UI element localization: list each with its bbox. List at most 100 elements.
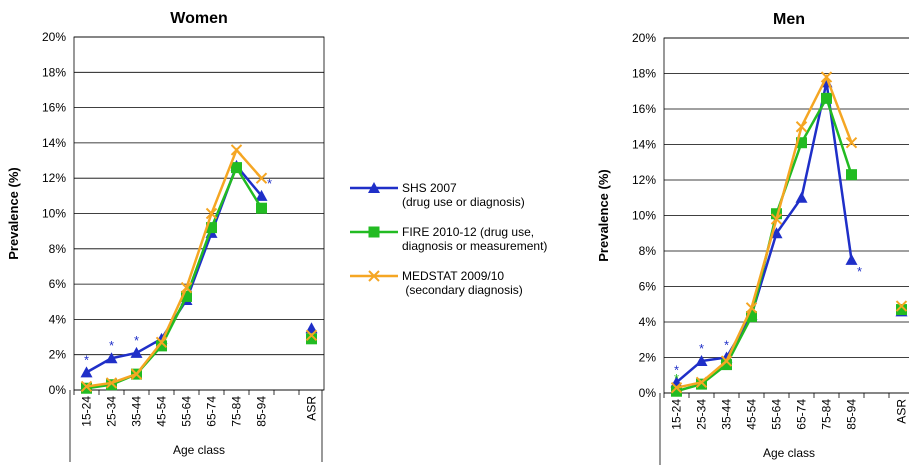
annotation: *: [109, 338, 114, 353]
marker-x: [845, 137, 858, 149]
marker-square: [821, 92, 832, 104]
marker-triangle: [845, 253, 858, 265]
x-tick-label: 85-94: [845, 399, 859, 430]
marker-x: [180, 281, 193, 294]
marker-square: [796, 137, 807, 149]
marker-triangle: [795, 191, 808, 203]
legend-label: MEDSTAT 2009/10 (secondary diagnosis): [402, 269, 523, 297]
marker-square: [81, 382, 92, 394]
y-axis-label: Prevalence (%): [596, 169, 611, 262]
marker-square: [156, 340, 167, 352]
x-axis-label: Age class: [173, 443, 225, 457]
annotation: *: [699, 341, 704, 356]
marker-triangle: [130, 346, 143, 358]
y-tick-label: 2%: [639, 351, 657, 365]
y-tick-label: 12%: [632, 173, 656, 187]
x-tick-label: 25-34: [105, 396, 119, 427]
x-axis-label: Age class: [763, 446, 815, 460]
annotation: *: [674, 371, 679, 386]
series-line: [675, 82, 853, 384]
y-tick-label: 0%: [639, 386, 657, 400]
marker-square: [231, 162, 242, 174]
x-tick-label: 15-24: [670, 399, 684, 430]
marker-x: [670, 381, 683, 394]
marker-square: [696, 378, 707, 390]
y-tick-label: 16%: [632, 102, 656, 116]
marker-x: [745, 302, 758, 314]
x-tick-label: ASR: [895, 399, 909, 424]
marker-triangle: [695, 355, 708, 367]
marker-triangle: [80, 366, 93, 378]
x-tick-label: 75-84: [820, 399, 834, 430]
x-tick-label: 45-54: [745, 399, 759, 430]
x-tick-label: 75-84: [230, 396, 244, 427]
marker-triangle: [368, 182, 380, 193]
y-tick-label: 4%: [639, 315, 657, 329]
annotation: *: [674, 362, 679, 377]
marker-triangle: [305, 322, 318, 334]
y-tick-label: 6%: [639, 280, 657, 294]
chart-title: Women: [170, 10, 227, 27]
y-tick-label: 10%: [42, 207, 66, 221]
marker-x: [230, 144, 243, 156]
annotation: *: [84, 352, 89, 367]
y-tick-label: 18%: [632, 67, 656, 81]
marker-square: [896, 304, 907, 316]
marker-square: [671, 385, 682, 397]
y-tick-label: 20%: [42, 30, 66, 44]
marker-x: [130, 368, 143, 380]
marker-square: [181, 290, 192, 302]
annotation: *: [134, 333, 139, 348]
y-tick-label: 18%: [42, 65, 66, 79]
marker-x: [105, 377, 118, 389]
marker-triangle: [105, 352, 118, 364]
marker-square: [721, 359, 732, 371]
x-tick-label: 45-54: [155, 396, 169, 427]
marker-square: [206, 222, 217, 234]
x-tick-label: 15-24: [80, 396, 94, 427]
y-tick-label: 8%: [49, 242, 67, 256]
marker-square: [306, 333, 317, 345]
x-tick-label: 25-34: [695, 399, 709, 430]
annotation: *: [857, 264, 862, 279]
x-tick-label: 85-94: [255, 396, 269, 427]
marker-x: [795, 121, 808, 133]
x-tick-label: 35-44: [720, 399, 734, 430]
marker-x: [368, 270, 380, 282]
marker-x: [155, 336, 168, 349]
annotation: *: [724, 338, 729, 353]
x-tick-label: ASR: [305, 396, 319, 421]
y-tick-label: 20%: [632, 31, 656, 45]
x-tick-label: 65-74: [795, 399, 809, 430]
marker-x: [255, 172, 268, 184]
y-tick-label: 16%: [42, 101, 66, 115]
annotation: *: [267, 176, 272, 191]
x-tick-label: 35-44: [130, 396, 144, 427]
marker-x: [80, 380, 93, 393]
chart-title: Men: [773, 11, 805, 28]
y-tick-label: 2%: [49, 348, 67, 362]
marker-x: [305, 329, 318, 341]
y-tick-label: 0%: [49, 383, 67, 397]
x-tick-label: 65-74: [205, 396, 219, 427]
marker-x: [720, 355, 733, 367]
legend-label: SHS 2007 (drug use or diagnosis): [402, 181, 525, 209]
legend-label: FIRE 2010-12 (drug use, diagnosis or mea…: [402, 225, 548, 253]
marker-x: [820, 71, 833, 83]
x-tick-label: 55-64: [180, 396, 194, 427]
y-tick-label: 12%: [42, 171, 66, 185]
y-tick-label: 14%: [42, 136, 66, 150]
y-tick-label: 4%: [49, 312, 67, 326]
marker-square: [256, 202, 267, 214]
y-tick-label: 8%: [639, 244, 657, 258]
series-line: [86, 147, 263, 388]
y-tick-label: 10%: [632, 209, 656, 223]
y-tick-label: 14%: [632, 138, 656, 152]
marker-square: [368, 226, 380, 238]
x-tick-label: 55-64: [770, 399, 784, 430]
y-tick-label: 6%: [49, 277, 67, 291]
marker-x: [895, 300, 908, 312]
marker-square: [771, 208, 782, 220]
